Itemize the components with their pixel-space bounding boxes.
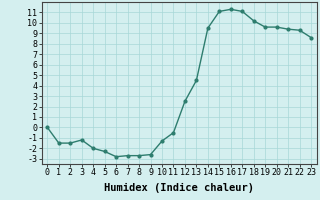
X-axis label: Humidex (Indice chaleur): Humidex (Indice chaleur) [104,183,254,193]
